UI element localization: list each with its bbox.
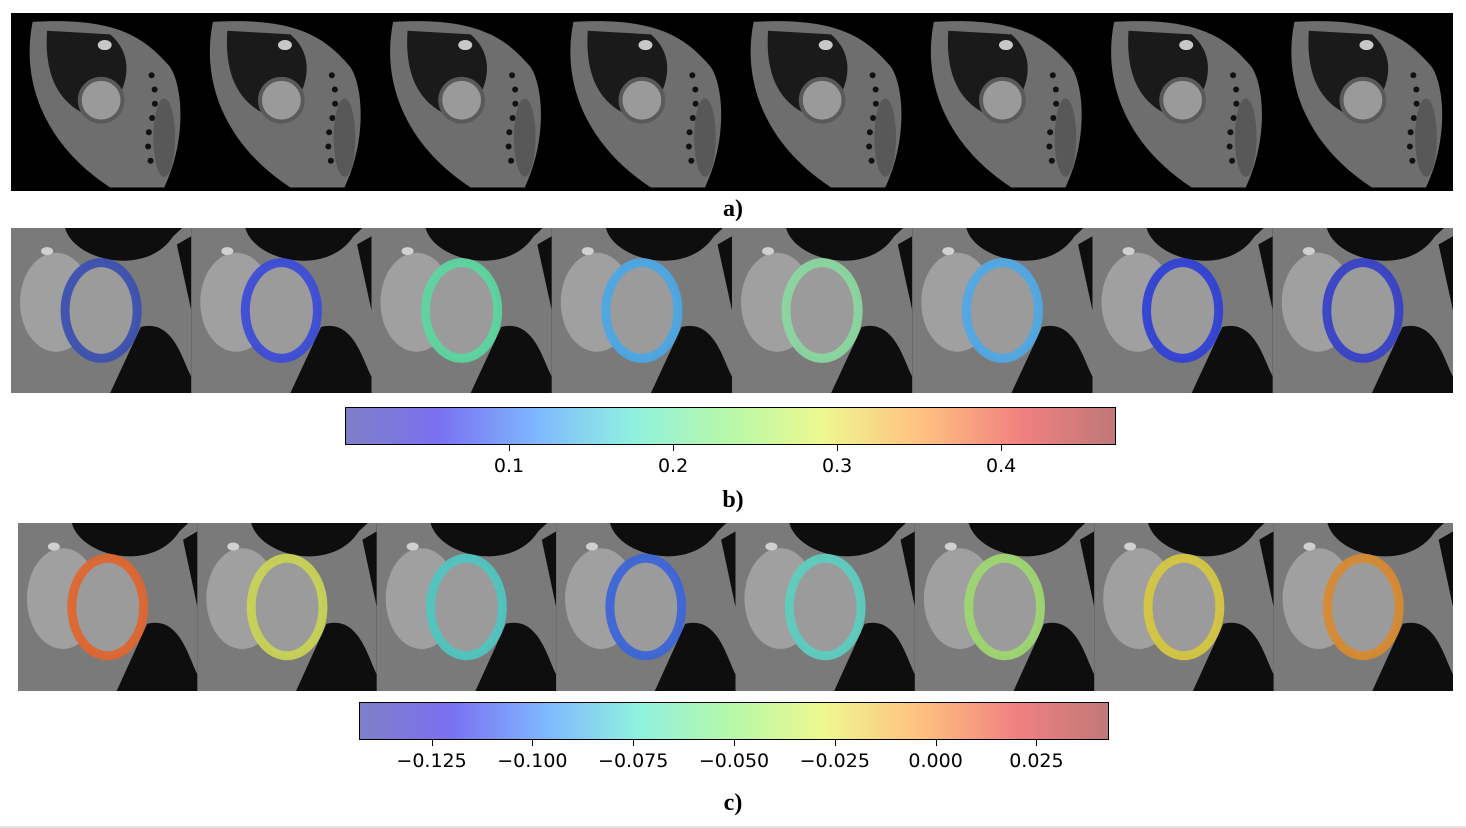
myocardium-ring <box>60 258 142 363</box>
ct-slice-frame <box>1291 21 1443 188</box>
colorbar-tick-label: −0.100 <box>497 750 568 772</box>
colorbar-tick <box>837 445 839 451</box>
myocardium-ring <box>1143 553 1225 661</box>
myocardium-ring <box>246 553 328 661</box>
colorbar-tick <box>673 445 675 451</box>
zoom-frame <box>11 228 192 393</box>
myocardium-ring <box>964 553 1045 661</box>
colorbar-tick-label: 0.2 <box>657 455 689 477</box>
colorbar-tick <box>1036 740 1038 746</box>
panel-a-ct-strip <box>11 13 1453 191</box>
strain-frames-c <box>18 523 1453 691</box>
zoom-frame <box>18 523 198 691</box>
colorbar-tick <box>509 445 511 451</box>
zoom-frame <box>735 523 915 691</box>
ct-slice-frame <box>750 21 902 188</box>
colorbar-tick-label: 0.3 <box>822 455 853 477</box>
myocardium-ring <box>605 553 687 661</box>
ct-slice-frame <box>209 21 361 188</box>
colorbar-tick-label: 0.025 <box>1009 750 1064 772</box>
zoom-frame <box>1272 228 1453 393</box>
panel-b-label: b) <box>722 487 744 513</box>
zoom-frame <box>551 228 732 393</box>
colorbar-tick <box>431 740 433 746</box>
colorbar-tick-label: 0.4 <box>986 455 1017 477</box>
ct-slice-frame <box>29 21 181 188</box>
panel-a-label: a) <box>723 196 743 222</box>
strain-frames-b <box>11 228 1453 393</box>
colorbar-tick-label: 0.1 <box>493 455 525 477</box>
ct-slice-frame <box>1111 21 1262 188</box>
colorbar-tick <box>734 740 735 746</box>
colorbar-tick <box>834 740 836 746</box>
panel-b-strain-strip <box>11 228 1453 393</box>
zoom-frame <box>1273 523 1453 691</box>
myocardium-ring <box>421 258 503 363</box>
panel-c-label: c) <box>723 790 743 816</box>
ct-slice-frame <box>930 21 1082 188</box>
zoom-frame <box>912 228 1093 393</box>
zoom-frame <box>1094 523 1274 691</box>
colorbar-c <box>359 702 1109 740</box>
zoom-frame <box>371 228 552 393</box>
colorbar-tick-label: −0.125 <box>396 750 467 772</box>
colorbar-tick-label: −0.025 <box>799 750 870 772</box>
colorbar-tick-label: −0.075 <box>598 750 669 772</box>
zoom-frame <box>1092 228 1273 393</box>
colorbar-tick <box>633 740 635 746</box>
myocardium-ring <box>67 553 149 661</box>
ct-frames-a <box>29 21 1443 188</box>
colorbar-tick-label: 0.000 <box>908 750 963 772</box>
zoom-frame <box>556 523 736 691</box>
panel-c-strain-strip <box>18 523 1453 691</box>
myocardium-ring <box>1322 258 1404 363</box>
zoom-frame <box>197 523 377 691</box>
myocardium-ring <box>426 553 507 661</box>
myocardium-ring <box>240 258 322 363</box>
colorbar-tick <box>935 740 937 746</box>
zoom-frame <box>732 228 913 393</box>
myocardium-ring <box>1142 258 1224 363</box>
myocardium-ring <box>601 258 683 363</box>
myocardium-ring <box>1322 553 1404 661</box>
colorbar-tick-label: −0.050 <box>698 750 770 772</box>
colorbar-tick <box>532 740 534 746</box>
zoom-frame <box>376 523 557 691</box>
zoom-frame <box>191 228 372 393</box>
page-bottom-border <box>0 826 1466 828</box>
ct-slice-frame <box>390 21 541 188</box>
colorbar-tick <box>1001 445 1003 451</box>
myocardium-ring <box>961 258 1043 363</box>
myocardium-ring <box>781 258 863 363</box>
colorbar-b <box>345 407 1116 445</box>
zoom-frame <box>914 523 1095 691</box>
myocardium-ring <box>784 553 866 661</box>
ct-slice-frame <box>570 21 722 188</box>
